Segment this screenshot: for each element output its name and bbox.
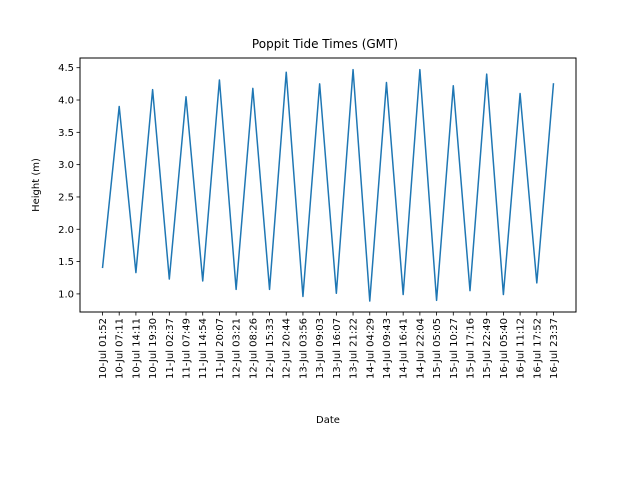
x-tick-label: 16-Jul 17:52 xyxy=(532,318,543,379)
y-tick-label: 3.0 xyxy=(58,160,74,171)
x-tick-label: 14-Jul 22:04 xyxy=(415,318,426,379)
y-tick-label: 3.5 xyxy=(58,128,74,139)
x-tick-label: 15-Jul 17:16 xyxy=(465,318,476,379)
x-tick-label: 11-Jul 02:37 xyxy=(165,318,176,379)
x-tick-label: 12-Jul 03:21 xyxy=(232,318,243,379)
x-tick-label: 13-Jul 16:07 xyxy=(332,318,343,379)
x-tick-label: 12-Jul 20:44 xyxy=(282,318,293,379)
x-tick-label: 13-Jul 21:22 xyxy=(349,318,360,379)
x-tick-label: 15-Jul 10:27 xyxy=(449,318,460,379)
x-tick-label: 11-Jul 20:07 xyxy=(215,318,226,379)
y-tick-label: 1.5 xyxy=(58,257,74,268)
plot-area xyxy=(101,68,555,302)
x-tick-label: 14-Jul 09:43 xyxy=(382,318,393,379)
x-tick-label: 14-Jul 04:29 xyxy=(365,318,376,379)
x-tick-label: 16-Jul 11:12 xyxy=(516,318,527,379)
x-tick-label: 12-Jul 08:26 xyxy=(248,318,259,379)
x-tick-label: 11-Jul 07:49 xyxy=(182,318,193,379)
y-tick-label: 1.0 xyxy=(58,289,74,300)
x-tick-label: 11-Jul 14:54 xyxy=(198,318,209,379)
x-tick-label: 15-Jul 22:49 xyxy=(482,318,493,379)
y-tick-label: 4.0 xyxy=(58,96,74,107)
x-tick-label: 14-Jul 16:41 xyxy=(399,318,410,379)
chart-title: Poppit Tide Times (GMT) xyxy=(252,37,398,51)
x-tick-label: 15-Jul 05:05 xyxy=(432,318,443,379)
x-tick-label: 10-Jul 07:11 xyxy=(115,318,126,379)
y-tick-label: 2.0 xyxy=(58,225,74,236)
x-tick-label: 13-Jul 03:56 xyxy=(298,318,309,379)
x-tick-label: 13-Jul 09:03 xyxy=(315,318,326,379)
x-tick-label: 10-Jul 01:52 xyxy=(98,318,109,379)
y-tick-label: 2.5 xyxy=(58,192,74,203)
y-tick-label: 4.5 xyxy=(58,63,74,74)
x-tick-label: 10-Jul 19:30 xyxy=(148,318,159,379)
x-tick-label: 16-Jul 23:37 xyxy=(549,318,560,379)
x-axis-label: Date xyxy=(316,415,340,426)
tide-height-line xyxy=(101,68,555,302)
x-tick-label: 12-Jul 15:33 xyxy=(265,318,276,379)
x-axis: 10-Jul 01:52 10-Jul 07:11 10-Jul 14:11 10-J… xyxy=(98,312,560,379)
x-tick-label: 10-Jul 14:11 xyxy=(131,318,142,379)
y-axis: 1.0 1.5 2.0 2.5 3.0 3.5 4.0 4.5 xyxy=(58,63,80,300)
x-tick-label: 16-Jul 05:40 xyxy=(499,318,510,379)
plot-frame xyxy=(79,57,577,313)
y-axis-label: Height (m) xyxy=(31,158,42,212)
